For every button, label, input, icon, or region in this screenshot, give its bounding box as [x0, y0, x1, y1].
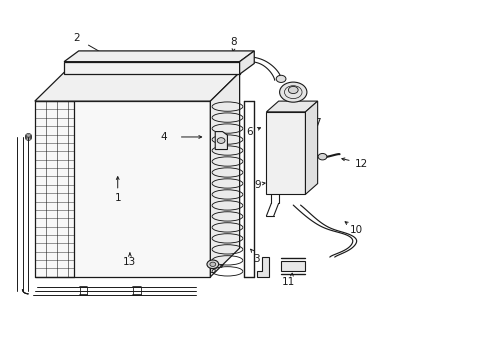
- Polygon shape: [305, 101, 317, 194]
- Polygon shape: [64, 62, 239, 74]
- Polygon shape: [266, 112, 305, 194]
- Text: 6: 6: [245, 127, 252, 136]
- Text: 12: 12: [354, 159, 367, 169]
- Polygon shape: [266, 101, 317, 112]
- Text: 13: 13: [123, 257, 136, 267]
- Text: 4: 4: [161, 132, 167, 142]
- Circle shape: [209, 262, 215, 266]
- Circle shape: [206, 260, 218, 269]
- Polygon shape: [239, 51, 254, 74]
- Text: 7: 7: [314, 118, 320, 128]
- Text: 3: 3: [253, 254, 260, 264]
- Polygon shape: [35, 101, 210, 277]
- Text: 11: 11: [281, 277, 294, 287]
- Polygon shape: [35, 72, 239, 101]
- Polygon shape: [215, 132, 227, 149]
- Polygon shape: [256, 257, 268, 277]
- Text: 2: 2: [73, 33, 80, 43]
- Circle shape: [318, 153, 326, 160]
- Polygon shape: [64, 51, 254, 62]
- Text: 1: 1: [114, 193, 121, 203]
- Circle shape: [276, 75, 285, 82]
- Circle shape: [217, 138, 224, 143]
- Circle shape: [279, 82, 306, 102]
- Text: 9: 9: [254, 180, 261, 190]
- Polygon shape: [210, 72, 239, 277]
- Text: 8: 8: [230, 37, 237, 47]
- Text: 5: 5: [209, 265, 216, 275]
- Polygon shape: [281, 261, 305, 271]
- Circle shape: [288, 86, 298, 94]
- Text: 10: 10: [349, 225, 363, 235]
